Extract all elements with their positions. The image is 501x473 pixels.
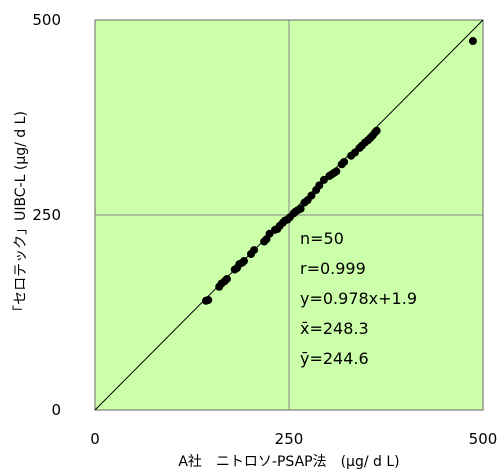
- data-point-32: [315, 181, 324, 190]
- data-point-2: [204, 296, 213, 305]
- stat-x-mean: x̄=248.3: [300, 319, 369, 338]
- stat-equation: y=0.978x+1.9: [300, 289, 417, 308]
- stat-n: n=50: [300, 229, 344, 248]
- x-tick-label-500: 500: [469, 430, 498, 448]
- data-point-6: [222, 274, 231, 283]
- data-point-27: [296, 204, 305, 213]
- stat-y-mean: ȳ=244.6: [300, 349, 369, 368]
- x-tick-label-0: 0: [90, 430, 100, 448]
- data-point-39: [340, 157, 349, 166]
- data-point-37: [332, 167, 341, 176]
- x-axis-label: A社 ニトロソ-PSAP法 (μg/ d L): [178, 454, 399, 470]
- data-point-11: [239, 257, 248, 266]
- stat-r: r=0.999: [300, 259, 366, 278]
- data-point-49: [372, 126, 381, 135]
- y-tick-label-500: 500: [32, 11, 61, 29]
- data-point-13: [250, 246, 259, 255]
- y-axis-label: 「セロテック」UIBC-L (μg/ d L): [13, 111, 29, 319]
- data-point-50: [468, 37, 477, 46]
- data-point-30: [307, 191, 316, 200]
- y-tick-label-250: 250: [32, 206, 61, 224]
- data-points: [201, 37, 477, 305]
- x-tick-label-250: 250: [275, 430, 304, 448]
- y-tick-label-0: 0: [51, 401, 61, 419]
